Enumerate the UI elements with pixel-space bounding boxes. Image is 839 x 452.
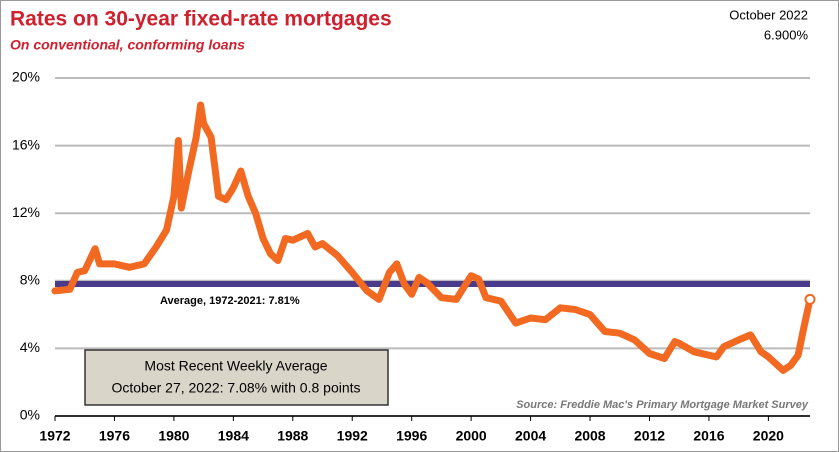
- y-tick-label: 12%: [12, 204, 40, 220]
- chart-title: Rates on 30-year fixed-rate mortgages: [10, 8, 392, 31]
- y-tick-label: 16%: [12, 136, 40, 152]
- latest-label: October 2022: [729, 7, 808, 22]
- y-tick-label: 8%: [20, 272, 40, 288]
- x-tick-label: 2016: [693, 428, 724, 444]
- x-tick-label: 2004: [515, 428, 546, 444]
- chart-subtitle: On conventional, conforming loans: [10, 37, 245, 53]
- x-tick-label: 1984: [218, 428, 249, 444]
- note-line: October 27, 2022: 7.08% with 0.8 points: [111, 380, 360, 396]
- x-tick-label: 1996: [396, 428, 427, 444]
- latest-marker: [804, 293, 816, 305]
- x-tick-label: 1980: [158, 428, 189, 444]
- x-tick-label: 1972: [39, 428, 70, 444]
- x-tick-label: 2012: [634, 428, 665, 444]
- latest-value: 6.900%: [764, 27, 809, 42]
- y-tick-label: 20%: [12, 69, 40, 85]
- y-tick-label: 0%: [20, 407, 40, 423]
- y-tick-label: 4%: [20, 339, 40, 355]
- x-tick-label: 2008: [574, 428, 605, 444]
- grid: 0% 4% 8% 12% 16% 20% 1972 1976 1980 1984 1988 1992 1…: [12, 69, 810, 444]
- note-box: [84, 349, 389, 406]
- plot: Average, 1972-2021: 7.81%: [51, 101, 816, 374]
- source: Source: Freddie Mac's Primary Mortgage M…: [516, 399, 809, 411]
- average-label: Average, 1972-2021: 7.81%: [160, 295, 300, 307]
- x-tick-label: 1988: [277, 428, 308, 444]
- x-tick-label: 1992: [337, 428, 368, 444]
- series-line: [51, 101, 814, 374]
- note-line: Most Recent Weekly Average: [144, 358, 327, 374]
- x-tick-label: 2000: [456, 428, 487, 444]
- x-tick-label: 2020: [753, 428, 784, 444]
- x-tick-label: 1976: [99, 428, 130, 444]
